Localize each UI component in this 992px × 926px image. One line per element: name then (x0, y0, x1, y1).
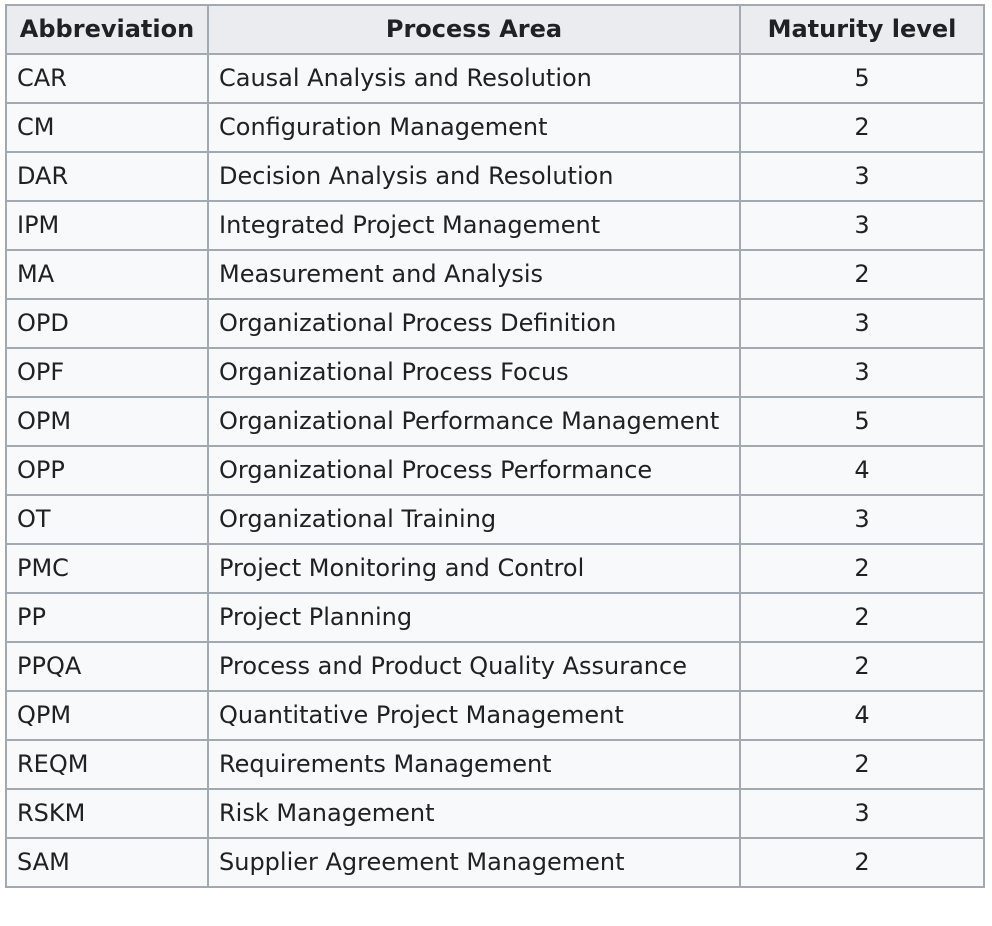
cell-process-area: Process and Product Quality Assurance (207, 641, 741, 692)
cell-abbreviation: PP (5, 592, 209, 643)
table-row: OPD Organizational Process Definition 3 (5, 298, 985, 349)
cell-process-area: Decision Analysis and Resolution (207, 151, 741, 202)
cell-maturity-level: 2 (739, 543, 985, 594)
cell-abbreviation: PPQA (5, 641, 209, 692)
cell-process-area: Measurement and Analysis (207, 249, 741, 300)
table-row: DAR Decision Analysis and Resolution 3 (5, 151, 985, 202)
cell-process-area: Project Planning (207, 592, 741, 643)
cell-maturity-level: 2 (739, 102, 985, 153)
cell-maturity-level: 2 (739, 641, 985, 692)
cell-abbreviation: REQM (5, 739, 209, 790)
table-container: Abbreviation Process Area Maturity level… (5, 4, 985, 888)
cell-process-area: Organizational Process Performance (207, 445, 741, 496)
table-row: MA Measurement and Analysis 2 (5, 249, 985, 300)
cell-process-area: Organizational Process Definition (207, 298, 741, 349)
table-row: CAR Causal Analysis and Resolution 5 (5, 53, 985, 104)
cell-maturity-level: 4 (739, 445, 985, 496)
cell-abbreviation: OPD (5, 298, 209, 349)
table-row: QPM Quantitative Project Management 4 (5, 690, 985, 741)
cell-process-area: Requirements Management (207, 739, 741, 790)
table-row: CM Configuration Management 2 (5, 102, 985, 153)
cell-process-area: Supplier Agreement Management (207, 837, 741, 888)
cell-maturity-level: 3 (739, 788, 985, 839)
process-area-table: Abbreviation Process Area Maturity level… (5, 4, 985, 888)
cell-maturity-level: 2 (739, 249, 985, 300)
cell-abbreviation: RSKM (5, 788, 209, 839)
cell-abbreviation: QPM (5, 690, 209, 741)
table-row: PMC Project Monitoring and Control 2 (5, 543, 985, 594)
cell-abbreviation: OPM (5, 396, 209, 447)
cell-abbreviation: OPF (5, 347, 209, 398)
cell-abbreviation: MA (5, 249, 209, 300)
header-abbreviation: Abbreviation (5, 4, 209, 55)
cell-maturity-level: 5 (739, 53, 985, 104)
cell-maturity-level: 3 (739, 347, 985, 398)
header-process-area: Process Area (207, 4, 741, 55)
header-maturity-level: Maturity level (739, 4, 985, 55)
cell-abbreviation: SAM (5, 837, 209, 888)
cell-process-area: Organizational Process Focus (207, 347, 741, 398)
cell-process-area: Integrated Project Management (207, 200, 741, 251)
table-row: OPF Organizational Process Focus 3 (5, 347, 985, 398)
table-row: OPM Organizational Performance Management… (5, 396, 985, 447)
cell-process-area: Project Monitoring and Control (207, 543, 741, 594)
cell-abbreviation: OPP (5, 445, 209, 496)
cell-process-area: Quantitative Project Management (207, 690, 741, 741)
header-row: Abbreviation Process Area Maturity level (5, 4, 985, 55)
cell-abbreviation: OT (5, 494, 209, 545)
table-row: SAM Supplier Agreement Management 2 (5, 837, 985, 888)
cell-process-area: Configuration Management (207, 102, 741, 153)
table-row: REQM Requirements Management 2 (5, 739, 985, 790)
table-row: IPM Integrated Project Management 3 (5, 200, 985, 251)
cell-maturity-level: 3 (739, 298, 985, 349)
cell-abbreviation: DAR (5, 151, 209, 202)
cell-maturity-level: 3 (739, 494, 985, 545)
cell-maturity-level: 5 (739, 396, 985, 447)
cell-abbreviation: CM (5, 102, 209, 153)
cell-abbreviation: IPM (5, 200, 209, 251)
cell-abbreviation: PMC (5, 543, 209, 594)
table-row: OPP Organizational Process Performance 4 (5, 445, 985, 496)
cell-process-area: Causal Analysis and Resolution (207, 53, 741, 104)
table-body: CAR Causal Analysis and Resolution 5 CM Conf… (5, 53, 985, 888)
table-header: Abbreviation Process Area Maturity level (5, 4, 985, 55)
cell-process-area: Risk Management (207, 788, 741, 839)
table-row: PPQA Process and Product Quality Assuranc… (5, 641, 985, 692)
table-row: RSKM Risk Management 3 (5, 788, 985, 839)
table-row: PP Project Planning 2 (5, 592, 985, 643)
cell-maturity-level: 2 (739, 837, 985, 888)
cell-process-area: Organizational Performance Management (207, 396, 741, 447)
cell-maturity-level: 3 (739, 151, 985, 202)
cell-maturity-level: 4 (739, 690, 985, 741)
cell-maturity-level: 2 (739, 592, 985, 643)
cell-maturity-level: 3 (739, 200, 985, 251)
cell-abbreviation: CAR (5, 53, 209, 104)
cell-process-area: Organizational Training (207, 494, 741, 545)
table-row: OT Organizational Training 3 (5, 494, 985, 545)
cell-maturity-level: 2 (739, 739, 985, 790)
